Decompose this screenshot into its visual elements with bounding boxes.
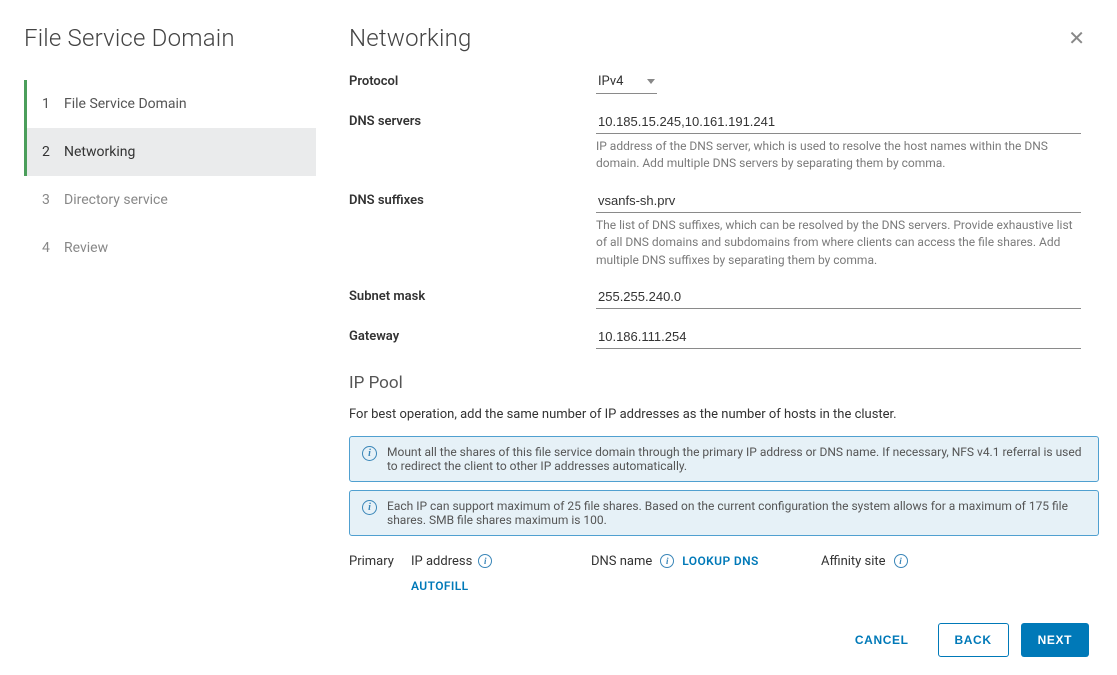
gateway-label: Gateway <box>349 325 596 344</box>
wizard-title: File Service Domain <box>24 24 324 52</box>
wizard-steps: 1 File Service Domain 2 Networking 3 Dir… <box>24 80 324 272</box>
protocol-select[interactable]: IPv4 <box>596 72 657 94</box>
info-icon: i <box>362 446 377 461</box>
step-label: Directory service <box>64 192 168 208</box>
step-networking[interactable]: 2 Networking <box>24 128 316 176</box>
step-file-service-domain[interactable]: 1 File Service Domain <box>24 80 316 128</box>
step-label: Networking <box>64 144 135 160</box>
wizard-footer: CANCEL BACK NEXT <box>325 607 1117 675</box>
col-affinity-header: Affinity site <box>821 554 886 569</box>
autofill-button[interactable]: AUTOFILL <box>411 579 469 593</box>
subnet-input[interactable] <box>596 285 1081 309</box>
wizard-sidebar: File Service Domain 1 File Service Domai… <box>0 0 325 675</box>
step-directory-service[interactable]: 3 Directory service <box>24 176 316 224</box>
info-icon[interactable]: i <box>478 554 492 568</box>
form-scroll-area[interactable]: Protocol IPv4 DNS servers IP address of … <box>325 60 1117 607</box>
step-number: 4 <box>42 240 64 256</box>
cancel-button[interactable]: CANCEL <box>838 623 926 657</box>
step-number: 2 <box>42 144 64 160</box>
step-label: File Service Domain <box>64 96 187 112</box>
col-primary-header: Primary <box>349 554 411 569</box>
subnet-label: Subnet mask <box>349 285 596 304</box>
info-text: Mount all the shares of this file servic… <box>387 445 1086 473</box>
info-icon[interactable]: i <box>894 554 908 568</box>
info-icon[interactable]: i <box>660 554 674 568</box>
dns-suffixes-input[interactable] <box>596 189 1081 213</box>
dns-servers-label: DNS servers <box>349 110 596 129</box>
next-button[interactable]: NEXT <box>1021 623 1089 657</box>
step-number: 3 <box>42 192 64 208</box>
info-box-referral: i Mount all the shares of this file serv… <box>349 436 1099 482</box>
protocol-value: IPv4 <box>598 74 647 89</box>
col-ip-header: IP address <box>411 554 472 569</box>
dns-servers-help: IP address of the DNS server, which is u… <box>596 138 1081 173</box>
info-icon: i <box>362 500 377 515</box>
close-icon[interactable]: ✕ <box>1064 24 1089 52</box>
back-button[interactable]: BACK <box>938 623 1009 657</box>
ip-pool-desc: For best operation, add the same number … <box>349 407 1099 422</box>
info-box-limits: i Each IP can support maximum of 25 file… <box>349 490 1099 536</box>
info-text: Each IP can support maximum of 25 file s… <box>387 499 1086 527</box>
step-number: 1 <box>42 96 64 112</box>
gateway-input[interactable] <box>596 325 1081 349</box>
protocol-label: Protocol <box>349 70 596 89</box>
lookup-dns-button[interactable]: LOOKUP DNS <box>682 554 758 568</box>
page-title: Networking <box>349 24 472 52</box>
ip-pool-header-row: Primary IP address i DNS name i LOOKUP D… <box>349 544 1099 573</box>
dns-suffixes-label: DNS suffixes <box>349 189 596 208</box>
dns-servers-input[interactable] <box>596 110 1081 134</box>
main-panel: Networking ✕ Protocol IPv4 DNS servers I… <box>325 0 1117 675</box>
chevron-down-icon <box>647 79 655 84</box>
ip-pool-title: IP Pool <box>349 373 1099 393</box>
step-review[interactable]: 4 Review <box>24 224 316 272</box>
dns-suffixes-help: The list of DNS suffixes, which can be r… <box>596 217 1081 269</box>
ip-pool-row: Either <box>349 604 1099 607</box>
step-label: Review <box>64 240 108 256</box>
col-dns-header: DNS name <box>591 554 652 569</box>
